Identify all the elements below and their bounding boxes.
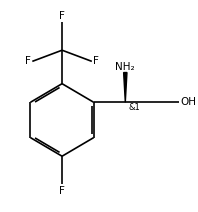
Text: &1: &1 [128, 103, 140, 112]
Text: F: F [93, 56, 99, 66]
Text: NH₂: NH₂ [115, 62, 135, 72]
Text: OH: OH [180, 97, 196, 107]
Text: F: F [25, 56, 31, 66]
Polygon shape [124, 73, 127, 102]
Text: F: F [59, 11, 65, 21]
Text: F: F [59, 186, 65, 196]
